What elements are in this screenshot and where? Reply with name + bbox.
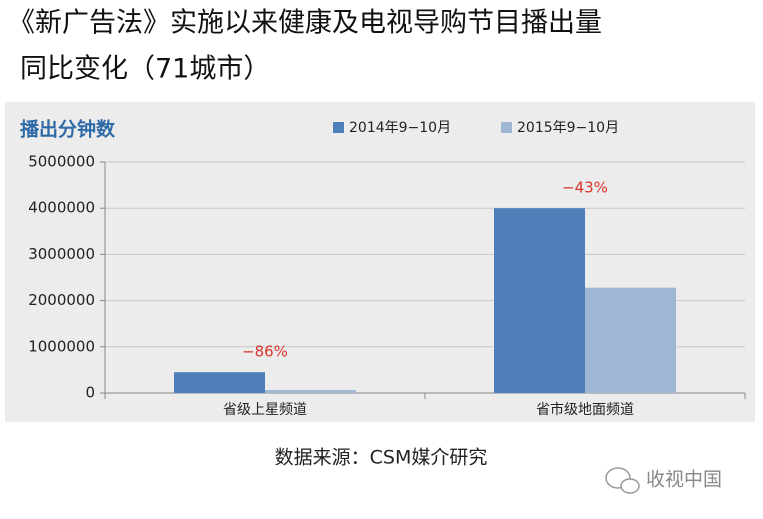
bar xyxy=(265,390,356,393)
x-tick-label: 省级上星频道 xyxy=(223,402,307,418)
legend-swatch xyxy=(333,122,344,133)
y-tick-label: 4000000 xyxy=(28,199,95,217)
annotation: −43% xyxy=(562,179,608,197)
y-tick-label: 3000000 xyxy=(28,245,95,263)
y-tick-label: 2000000 xyxy=(28,291,95,309)
annotation: −86% xyxy=(242,343,288,361)
legend-label: 2015年9−10月 xyxy=(517,120,619,136)
chart-title: 《新广告法》实施以来健康及电视导购节目播出量 xyxy=(8,8,602,39)
bar xyxy=(585,287,676,393)
watermark: 收视中国 xyxy=(646,469,722,491)
y-tick-label: 5000000 xyxy=(28,153,95,171)
bar xyxy=(494,208,585,393)
watermark-icon xyxy=(605,467,640,494)
legend-label: 2014年9−10月 xyxy=(349,120,451,136)
y-tick-label: 0 xyxy=(85,384,95,402)
chart-title: 同比变化（71城市） xyxy=(20,54,270,85)
axis-title: 播出分钟数 xyxy=(20,118,116,141)
bar xyxy=(174,372,265,393)
x-tick-label: 省市级地面频道 xyxy=(536,401,634,418)
legend-swatch xyxy=(501,122,512,133)
y-tick-label: 1000000 xyxy=(28,337,95,355)
source: 数据来源：CSM媒介研究 xyxy=(275,447,488,469)
